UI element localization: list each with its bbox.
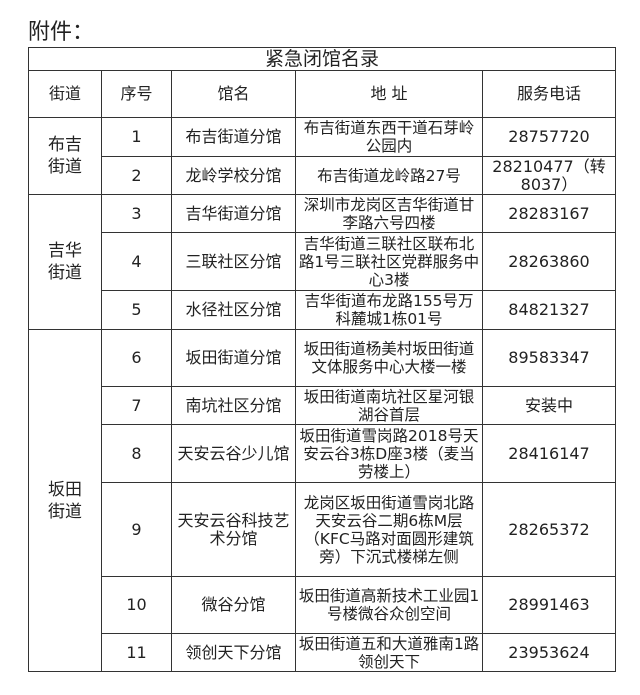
phone-cell: 89583347 [481, 329, 617, 387]
no-cell: 10 [101, 576, 172, 634]
phone-cell: 28283167 [481, 194, 617, 233]
phone-cell: 28210477（转8037） [481, 156, 617, 195]
no-cell: 5 [101, 290, 172, 330]
name-cell: 水径社区分馆 [171, 290, 296, 330]
header-phone: 服务电话 [481, 70, 617, 118]
table-row: 坂田 街道 6 坂田街道分馆 坂田街道杨美村坂田街道文体服务中心大楼一楼 8958334… [28, 329, 617, 672]
address-cell: 深圳市龙岗区吉华街道甘李路六号四楼 [295, 194, 483, 233]
no-cell: 7 [101, 386, 172, 425]
table-row: 4 三联社区分馆 吉华街道三联社区联布北路1号三联社区党群服务中心3楼 2826386… [29, 232, 617, 291]
header-no: 序号 [101, 70, 172, 118]
address-cell: 布吉街道龙岭路27号 [295, 156, 483, 195]
address-cell: 坂田街道高新技术工业园1号楼微谷众创空间 [295, 576, 483, 634]
no-cell: 9 [101, 482, 172, 577]
address-cell: 吉华街道三联社区联布北路1号三联社区党群服务中心3楼 [295, 232, 483, 291]
header-street: 街道 [28, 70, 102, 118]
header-name: 馆名 [171, 70, 296, 118]
no-cell: 6 [101, 329, 172, 387]
table-row: 10 微谷分馆 坂田街道高新技术工业园1号楼微谷众创空间 28991463 [29, 576, 617, 634]
name-cell: 龙岭学校分馆 [171, 156, 296, 195]
name-cell: 天安云谷少儿馆 [171, 424, 296, 483]
attachment-label: 附件： [28, 20, 95, 45]
address-cell: 龙岗区坂田街道雪岗北路天安云谷二期6栋M层（KFC马路对面圆形建筑旁）下沉式楼梯… [295, 482, 483, 577]
header-address: 地 址 [295, 70, 483, 118]
table-row: 5 水径社区分馆 吉华街道布龙路155号万科麓城1栋01号 84821327 [29, 290, 617, 330]
phone-cell: 28416147 [481, 424, 617, 483]
closure-table: 紧急闭馆名录 街道 序号 馆名 地 址 服务电话 布吉 街道 1 布吉街道分馆 布吉街… [27, 47, 617, 672]
phone-cell: 28991463 [481, 576, 617, 634]
address-cell: 布吉街道东西干道石芽岭公园内 [295, 117, 483, 157]
table-row: 2 龙岭学校分馆 布吉街道龙岭路27号 28210477（转8037） [29, 156, 617, 195]
table-row: 7 南坑社区分馆 坂田街道南坑社区星河银湖谷首层 安装中 [29, 386, 617, 425]
address-cell: 坂田街道南坑社区星河银湖谷首层 [295, 386, 483, 425]
table-row: 8 天安云谷少儿馆 坂田街道雪岗路2018号天安云谷3栋D座3楼（麦当劳楼上） 284… [29, 424, 617, 483]
address-cell: 坂田街道杨美村坂田街道文体服务中心大楼一楼 [295, 329, 483, 387]
phone-cell: 安装中 [481, 386, 617, 425]
table-title: 紧急闭馆名录 [27, 47, 617, 71]
address-cell: 吉华街道布龙路155号万科麓城1栋01号 [295, 290, 483, 330]
street-cell: 吉华 街道 [28, 194, 102, 330]
no-cell: 11 [101, 633, 172, 672]
no-cell: 4 [101, 232, 172, 291]
name-cell: 坂田街道分馆 [171, 329, 296, 387]
no-cell: 2 [101, 156, 172, 195]
table-row: 11 领创天下分馆 坂田街道五和大道雅南1路领创天下 23953624 [29, 633, 617, 672]
name-cell: 微谷分馆 [171, 576, 296, 634]
street-cell: 布吉 街道 [28, 117, 102, 195]
street-cell: 坂田 街道 [28, 329, 102, 672]
table-row: 吉华 街道 3 吉华街道分馆 深圳市龙岗区吉华街道甘李路六号四楼 28283167 [28, 194, 617, 330]
phone-cell: 28265372 [481, 482, 617, 577]
name-cell: 布吉街道分馆 [171, 117, 296, 157]
phone-cell: 28263860 [481, 232, 617, 291]
address-cell: 坂田街道雪岗路2018号天安云谷3栋D座3楼（麦当劳楼上） [295, 424, 483, 483]
no-cell: 8 [101, 424, 172, 483]
address-cell: 坂田街道五和大道雅南1路领创天下 [295, 633, 483, 672]
no-cell: 3 [101, 194, 172, 233]
name-cell: 三联社区分馆 [171, 232, 296, 291]
name-cell: 南坑社区分馆 [171, 386, 296, 425]
name-cell: 领创天下分馆 [171, 633, 296, 672]
phone-cell: 28757720 [481, 117, 617, 157]
name-cell: 天安云谷科技艺术分馆 [171, 482, 296, 577]
phone-cell: 84821327 [481, 290, 617, 330]
phone-cell: 23953624 [481, 633, 617, 672]
name-cell: 吉华街道分馆 [171, 194, 296, 233]
no-cell: 1 [101, 117, 172, 157]
table-row: 布吉 街道 1 布吉街道分馆 布吉街道东西干道石芽岭公园内 28757720 [28, 117, 617, 195]
table-row: 9 天安云谷科技艺术分馆 龙岗区坂田街道雪岗北路天安云谷二期6栋M层（KFC马路对面… [29, 482, 617, 577]
